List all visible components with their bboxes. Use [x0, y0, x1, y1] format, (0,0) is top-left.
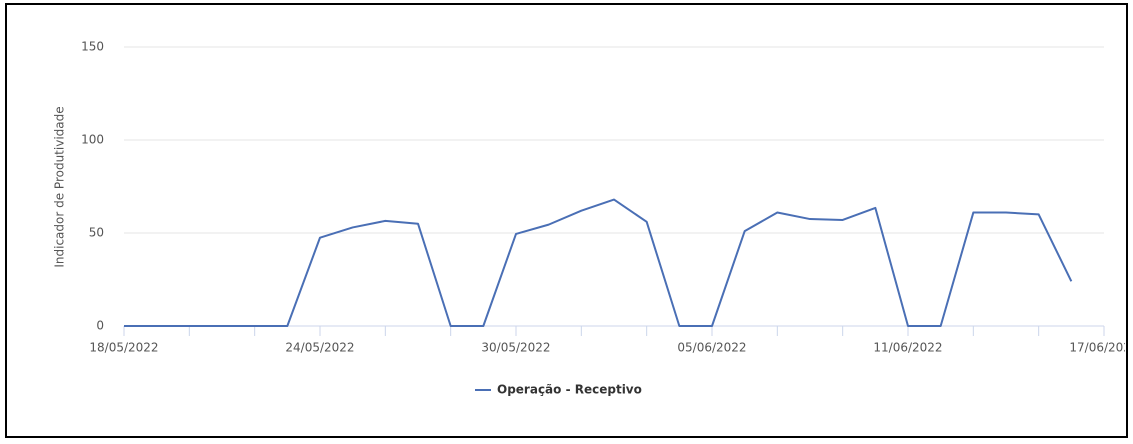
y-tick-label: 0 [96, 319, 104, 333]
frame [6, 4, 1127, 437]
y-axis-label: Indicador de Produtividade [53, 106, 67, 267]
x-tick-label: 24/05/2022 [285, 341, 354, 355]
y-tick-label: 150 [81, 40, 104, 54]
x-tick-label: 17/06/2022 [1069, 341, 1133, 355]
x-tick-label: 05/06/2022 [677, 341, 746, 355]
x-tick-label: 30/05/2022 [481, 341, 550, 355]
x-tick-label: 18/05/2022 [89, 341, 158, 355]
y-tick-label: 50 [89, 226, 104, 240]
y-tick-label: 100 [81, 133, 104, 147]
x-tick-label: 11/06/2022 [873, 341, 942, 355]
legend-label: Operação - Receptivo [497, 383, 642, 397]
